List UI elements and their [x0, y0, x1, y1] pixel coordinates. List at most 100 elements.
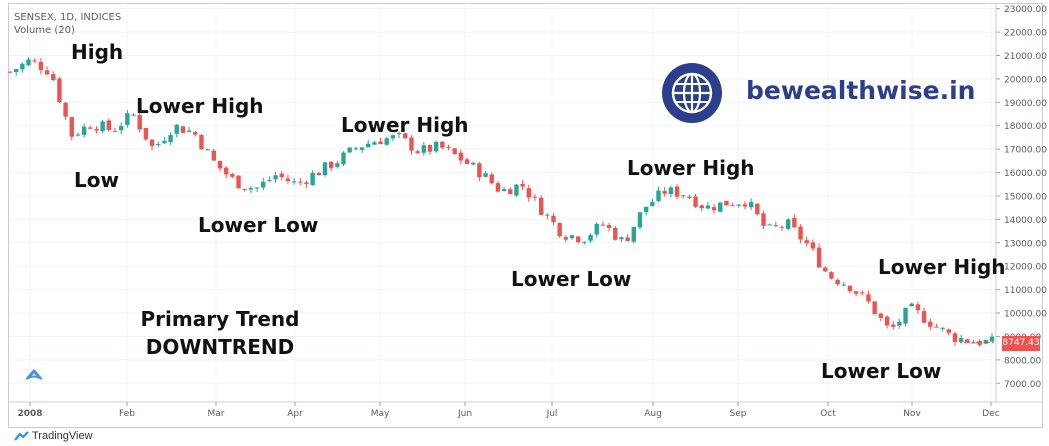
candle-body	[495, 183, 501, 192]
candle-body	[279, 173, 284, 178]
trend-label-line1: Primary Trend	[140, 307, 300, 331]
candle-body	[353, 148, 359, 150]
trend-label: Primary Trend DOWNTREND	[136, 305, 304, 361]
candle-body	[81, 126, 87, 135]
candle-body	[816, 247, 822, 268]
y-tick-label: 22000.00	[1004, 29, 1047, 39]
candle-body	[520, 183, 525, 187]
candle-body	[798, 226, 803, 240]
x-tick-label: Aug	[644, 409, 662, 419]
candle-body	[897, 321, 902, 326]
candle-body	[125, 113, 130, 125]
candle-body	[940, 327, 945, 329]
candle-body	[619, 237, 624, 240]
candle-body	[94, 129, 99, 131]
candle-body	[186, 130, 192, 132]
tradingview-logo-text: TradingView	[32, 430, 93, 442]
candle-body	[273, 175, 278, 180]
candle-body	[51, 74, 56, 81]
candle-body	[532, 196, 538, 198]
symbol-label[interactable]: SENSEX, 1D, INDICES	[14, 12, 122, 23]
candle-body	[88, 127, 93, 129]
candle-body	[44, 70, 50, 75]
candle-body	[316, 172, 322, 176]
candle-body	[748, 202, 754, 208]
candle-body	[403, 133, 408, 139]
candle-body	[440, 141, 445, 148]
candle-body	[20, 63, 25, 70]
candle-body	[223, 167, 229, 175]
annotation-lower-low-1: Lower Low	[198, 213, 319, 237]
brand-name: bewealthwise.in	[746, 76, 976, 105]
candle-body	[841, 284, 846, 286]
candle-body	[909, 303, 914, 307]
candle-body	[118, 126, 124, 131]
volume-label[interactable]: Volume (20)	[14, 25, 75, 36]
candle-body	[576, 236, 581, 243]
candle-body	[928, 321, 933, 327]
y-tick-label: 15000.00	[1004, 192, 1047, 202]
candle-body	[261, 181, 266, 188]
candle-body	[193, 132, 198, 135]
candle-body	[69, 117, 74, 137]
candle-body	[730, 205, 735, 207]
candle-body	[131, 114, 136, 116]
annotation-lower-low-2: Lower Low	[511, 267, 632, 291]
candle-body	[471, 162, 476, 165]
x-tick-label: Dec	[982, 409, 999, 419]
candle-body	[606, 224, 612, 228]
candle-body	[384, 138, 389, 145]
candle-body	[847, 285, 853, 292]
y-tick-label: 10000.00	[1004, 310, 1047, 320]
candle-body	[711, 207, 717, 211]
candle-body	[594, 223, 599, 235]
candle-body	[693, 196, 698, 207]
candle-body	[829, 272, 834, 279]
candle-body	[254, 187, 260, 189]
candle-body	[464, 159, 470, 164]
annotation-lower-high-3: Lower High	[627, 156, 755, 180]
trend-label-line2: DOWNTREND	[145, 335, 295, 359]
candle-body	[267, 179, 272, 181]
candle-body	[742, 204, 748, 207]
candle-body	[322, 162, 328, 176]
candle-body	[285, 178, 291, 182]
candle-body	[989, 336, 995, 342]
candle-body	[823, 267, 828, 272]
x-tick-label: Jul	[546, 409, 558, 419]
candle-body	[643, 206, 649, 213]
candle-body	[341, 152, 346, 165]
candle-body	[650, 202, 655, 207]
candle-body	[446, 146, 451, 148]
candle-body	[785, 219, 791, 229]
candle-body	[427, 145, 433, 152]
candle-body	[242, 188, 247, 190]
candle-body	[57, 78, 62, 103]
candle-body	[415, 151, 420, 154]
candle-body	[180, 126, 186, 133]
candle-body	[971, 342, 976, 344]
candle-body	[32, 60, 37, 62]
candle-body	[137, 115, 142, 130]
candle-body	[625, 237, 630, 242]
candle-body	[366, 143, 371, 148]
tradingview-icon	[14, 431, 29, 441]
candle-body	[965, 339, 970, 343]
candle-body	[143, 127, 149, 140]
candle-body	[569, 235, 575, 239]
x-tick-label: Nov	[903, 409, 921, 419]
candle-body	[162, 140, 167, 143]
y-tick-label: 20000.00	[1004, 75, 1047, 85]
candle-body	[755, 203, 760, 215]
candle-body	[977, 341, 982, 345]
candle-body	[291, 181, 297, 183]
candle-body	[662, 190, 667, 194]
candle-body	[149, 139, 155, 147]
annotation-high: High	[71, 40, 124, 64]
cloud-icon[interactable]	[24, 365, 44, 383]
candle-body	[860, 292, 865, 294]
candle-body	[328, 161, 334, 169]
tradingview-logo[interactable]: TradingView	[14, 430, 93, 442]
candle-body	[631, 226, 636, 242]
